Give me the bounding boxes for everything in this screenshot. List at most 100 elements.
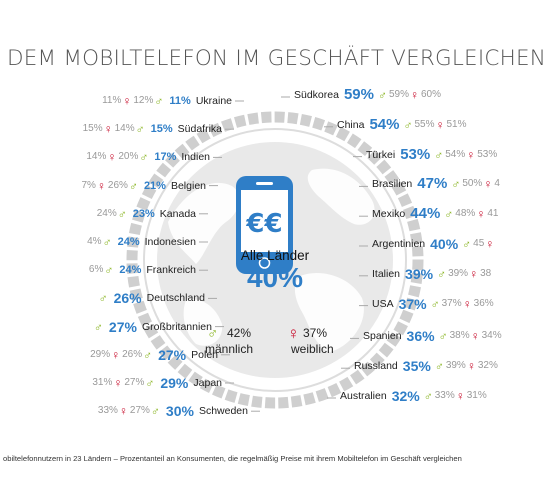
country-name: Argentinien (372, 238, 426, 250)
country-name: Russland (354, 360, 398, 373)
right-country-row: USA 37% ♂ 37% ♀ 36% (372, 297, 494, 311)
female-icon: ♀ (113, 376, 123, 390)
female-icon: ♀ (118, 404, 128, 419)
male-icon: ♂ (102, 235, 112, 249)
country-name: USA (372, 297, 394, 310)
male-icon: ♂ (207, 325, 219, 342)
right-country-row: Italien 39% ♂ 39% ♀ 38 (372, 267, 491, 281)
total-value: 23% (132, 207, 155, 220)
total-value: 15% (150, 123, 173, 136)
right-country-row: China 54% ♂ 55% ♀ 51% (337, 117, 467, 132)
male-icon: ♂ (434, 359, 444, 374)
center-female-value: 37% (303, 326, 328, 340)
left-country-row: 4% ♂ 24% Indonesien (87, 235, 196, 249)
total-value: 30% (165, 403, 194, 420)
center-male-label: männlich (205, 342, 254, 356)
country-name: Indonesien (144, 236, 196, 248)
left-country-row: 14% ♀ 20% ♂ 17% Indien (86, 150, 210, 164)
left-country-row: 6% ♂ 24% Frankreich (89, 263, 196, 277)
total-value: 17% (154, 151, 177, 164)
total-value: 29% (160, 375, 189, 391)
total-value: 26% (113, 290, 142, 307)
female-icon: ♀ (483, 177, 493, 192)
female-value: 31% (92, 377, 113, 388)
female-value: 32% (477, 360, 498, 372)
female-icon: ♀ (469, 266, 479, 281)
male-icon: ♂ (430, 296, 440, 311)
total-value: 11% (169, 95, 191, 107)
female-icon: ♀ (466, 147, 476, 162)
center-label: Alle Länder (240, 248, 310, 263)
phone-icon: €€ (236, 176, 293, 274)
male-value: 26% (107, 179, 128, 191)
female-value: 41 (487, 208, 499, 220)
country-name: Südafrika (177, 123, 222, 136)
male-icon: ♂ (104, 263, 114, 278)
right-country-row: Spanien 36% ♂ 38% ♀ 34% (363, 329, 502, 343)
female-icon: ♀ (122, 94, 132, 108)
country-name: Italien (372, 267, 401, 280)
total-value: 32% (391, 388, 420, 404)
right-country-row: Mexiko 44% ♂ 48% ♀ 41 (372, 206, 499, 221)
left-country-row: 33% ♀ 27% ♂ 30% Schweden (98, 404, 248, 418)
outer-ring (126, 111, 424, 409)
male-icon: ♂ (451, 177, 461, 192)
male-value: 33% (434, 390, 455, 401)
male-value: 4% (87, 236, 102, 247)
male-value: 27% (129, 405, 150, 417)
male-icon: ♂ (462, 237, 472, 251)
footnote: obiltelefonnutzern in 23 Ländern – Proze… (3, 454, 462, 463)
male-icon: ♂ (377, 88, 387, 102)
female-icon: ♀ (96, 178, 106, 193)
left-country-row: ♂ 27% Großbritannien (93, 320, 212, 334)
female-icon: ♀ (470, 329, 480, 344)
country-name: Mexiko (372, 208, 406, 221)
euro-icon: €€ (245, 209, 282, 239)
male-icon: ♂ (150, 404, 160, 419)
total-value: 40% (430, 236, 459, 252)
male-value: 14% (114, 123, 135, 135)
total-value: 39% (405, 265, 434, 282)
total-value: 27% (108, 318, 137, 335)
center-summary: Alle Länder 40% (215, 248, 335, 293)
male-value: 55% (414, 118, 435, 130)
female-value: 53% (477, 148, 498, 160)
country-name: Polen (191, 348, 218, 361)
female-value: 11% (102, 95, 122, 106)
center-female-label: weiblich (291, 342, 334, 356)
male-value: 39% (445, 360, 466, 372)
country-name: Brasilien (372, 178, 413, 191)
female-value: 15% (82, 123, 103, 135)
female-icon: ♀ (287, 324, 300, 343)
male-value: 24% (96, 207, 117, 219)
country-name: Indien (181, 151, 210, 164)
left-country-row: 24% ♂ 23% Kanada (97, 207, 196, 221)
female-icon: ♀ (103, 122, 113, 137)
female-icon: ♀ (462, 296, 472, 311)
country-name: Deutschland (146, 292, 205, 305)
female-value: 29% (90, 348, 111, 360)
total-value: 47% (417, 175, 448, 193)
male-value: 50% (462, 178, 483, 190)
page-title: DEM MOBILTELEFON IM GESCHÄFT VERGLEICHEN (7, 46, 547, 71)
right-country-row: Türkei 53% ♂ 54% ♀ 53% (366, 147, 498, 162)
leader-lines (199, 96, 368, 412)
male-value: 38% (449, 330, 470, 342)
male-icon: ♂ (438, 329, 448, 344)
inner-ring (143, 128, 407, 392)
male-value: 48% (455, 208, 476, 220)
female-value: 38 (480, 267, 492, 279)
left-country-row: 31% ♀ 27% ♂ 29% Japan (92, 376, 222, 390)
female-icon: ♀ (485, 237, 495, 251)
female-icon: ♀ (466, 359, 476, 374)
country-name: Ukraine (195, 95, 232, 107)
female-value: 4 (494, 178, 500, 190)
female-value: 14% (86, 151, 107, 163)
male-icon: ♂ (128, 178, 138, 193)
female-value: 31% (466, 390, 487, 401)
left-country-row: 11% ♀ 12% ♂ 11% Ukraine (102, 94, 232, 108)
male-icon: ♂ (403, 117, 413, 132)
female-value: 7% (81, 179, 96, 191)
male-value: 45 (473, 238, 485, 249)
